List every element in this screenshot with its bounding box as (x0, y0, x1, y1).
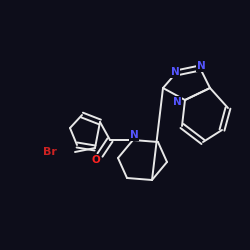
Text: O: O (92, 155, 100, 165)
Text: N: N (172, 97, 182, 107)
Text: N: N (170, 67, 179, 77)
Text: Br: Br (43, 147, 57, 157)
Text: N: N (196, 61, 205, 71)
Text: N: N (130, 130, 138, 140)
